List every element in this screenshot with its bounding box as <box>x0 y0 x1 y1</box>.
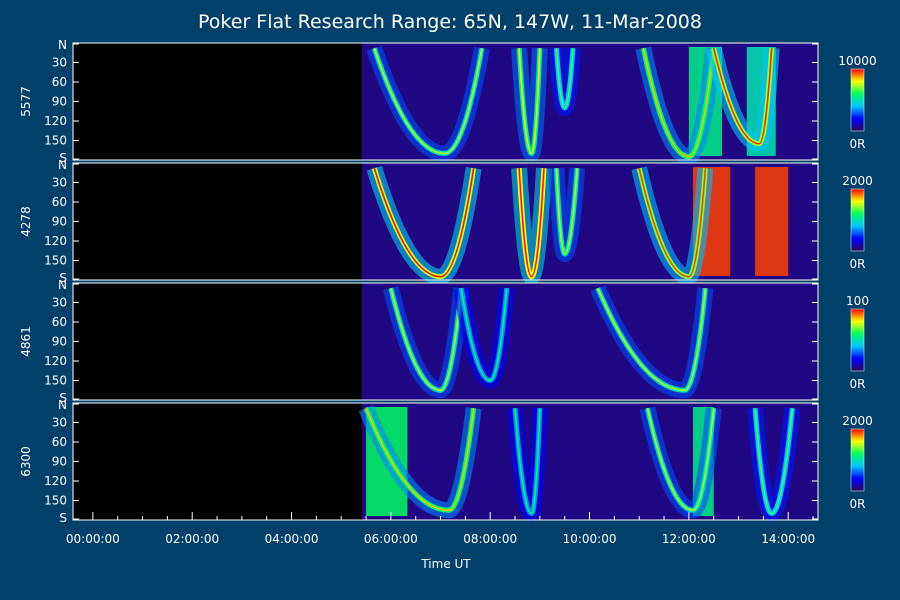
y-tick-label: 60 <box>52 435 67 449</box>
colorbar <box>850 428 865 492</box>
y-tick-label: S <box>59 511 67 525</box>
panel-wavelength-label: 5577 <box>19 86 33 117</box>
y-tick-label: 150 <box>44 134 67 148</box>
y-tick-label: N <box>58 278 67 292</box>
y-tick-label: N <box>58 38 67 52</box>
panel-wavelength-label: 4278 <box>19 206 33 237</box>
x-tick-label: 12:00:00 <box>662 532 716 546</box>
auroral-arc-core <box>712 48 773 145</box>
colorbar-min-label: 0R <box>850 137 866 151</box>
y-tick-label: 90 <box>52 215 67 229</box>
x-tick-label: 06:00:00 <box>364 532 418 546</box>
y-tick-label: 150 <box>44 494 67 508</box>
y-tick-label: 30 <box>52 416 67 430</box>
panel-wavelength-label: 4861 <box>19 326 33 357</box>
x-tick-label: 08:00:00 <box>463 532 517 546</box>
chart-title: Poker Flat Research Range: 65N, 147W, 11… <box>198 11 702 33</box>
panel-6300: N 30 60 90 120 150 S 6300 2000 0R <box>19 398 873 525</box>
colorbar-max-label: 100 <box>846 294 869 308</box>
y-tick-label: 90 <box>52 455 67 469</box>
colorbar <box>850 68 865 132</box>
y-tick-label: S <box>59 271 67 285</box>
colorbar-min-label: 0R <box>850 497 866 511</box>
y-tick-label: N <box>58 398 67 412</box>
colorbar-min-label: 0R <box>850 377 866 391</box>
y-tick-label: N <box>58 158 67 172</box>
auroral-arc-core <box>555 168 578 255</box>
panel-5577: N 30 60 90 120 150 S 5577 10000 0R <box>19 38 877 165</box>
panels-layer: N 30 60 90 120 150 S 5577 10000 0R N 30 60 90 120 150 S 4… <box>19 38 877 525</box>
auroral-arc-core <box>390 288 462 392</box>
y-tick-label: 90 <box>52 95 67 109</box>
auroral-arc-core <box>518 168 545 278</box>
y-tick-label: 60 <box>52 75 67 89</box>
auroral-arc-core <box>638 168 707 278</box>
auroral-arc-core <box>555 48 574 109</box>
panel-wavelength-label: 6300 <box>19 446 33 477</box>
time-axis: 00:00:00 02:00:00 04:00:00 06:00:00 08:00:00… <box>66 512 815 546</box>
colorbar-max-label: 2000 <box>842 174 873 188</box>
y-tick-label: 30 <box>52 296 67 310</box>
y-tick-label: 120 <box>44 114 67 128</box>
x-tick-label: 04:00:00 <box>265 532 319 546</box>
y-tick-label: 120 <box>44 234 67 248</box>
colorbar <box>850 188 865 252</box>
panel-4278: N 30 60 90 120 150 S 4278 2000 0R <box>19 158 873 285</box>
y-tick-label: 120 <box>44 354 67 368</box>
y-tick-label: S <box>59 151 67 165</box>
panel-background-emission <box>361 283 818 400</box>
x-tick-label: 00:00:00 <box>66 532 120 546</box>
y-tick-label: S <box>59 391 67 405</box>
auroral-arc-core <box>642 48 715 158</box>
auroral-arc-core <box>373 47 483 155</box>
x-tick-label: 14:00:00 <box>761 532 815 546</box>
panel-background-emission <box>361 163 818 280</box>
y-tick-label: 120 <box>44 474 67 488</box>
emission-band <box>755 167 789 276</box>
colorbar-max-label: 10000 <box>838 54 876 68</box>
auroral-arc-core <box>754 408 794 515</box>
auroral-arc-core <box>514 408 541 515</box>
y-tick-label: 60 <box>52 315 67 329</box>
colorbar <box>850 308 865 372</box>
y-tick-label: 60 <box>52 195 67 209</box>
colorbar-min-label: 0R <box>850 257 866 271</box>
auroral-arc-core <box>518 48 541 155</box>
x-axis-label: Time UT <box>420 557 471 571</box>
panel-4861: N 30 60 90 120 150 S 4861 100 0R <box>19 278 869 405</box>
y-tick-label: 30 <box>52 176 67 190</box>
y-tick-label: 30 <box>52 56 67 70</box>
x-tick-label: 10:00:00 <box>563 532 617 546</box>
auroral-arc-core <box>597 287 707 392</box>
auroral-arc-core <box>373 167 475 278</box>
y-tick-label: 150 <box>44 374 67 388</box>
auroral-arc-core <box>646 408 715 512</box>
auroral-arc-core <box>460 288 508 382</box>
x-tick-label: 02:00:00 <box>165 532 219 546</box>
colorbar-max-label: 2000 <box>842 414 873 428</box>
auroral-arc-core <box>365 407 475 512</box>
y-tick-label: 150 <box>44 254 67 268</box>
y-tick-label: 90 <box>52 335 67 349</box>
